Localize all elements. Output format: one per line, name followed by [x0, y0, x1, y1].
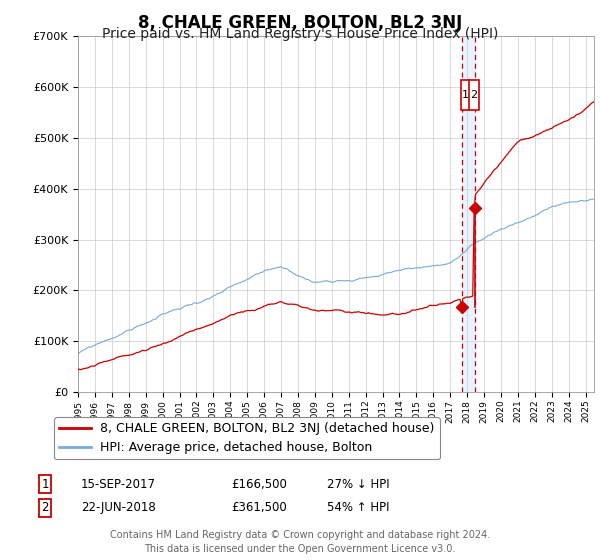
Text: 8, CHALE GREEN, BOLTON, BL2 3NJ: 8, CHALE GREEN, BOLTON, BL2 3NJ: [138, 14, 462, 32]
Text: 2: 2: [470, 90, 478, 100]
Text: 1: 1: [41, 478, 49, 491]
Text: 15-SEP-2017: 15-SEP-2017: [81, 478, 156, 491]
Text: 54% ↑ HPI: 54% ↑ HPI: [327, 501, 389, 515]
Text: 22-JUN-2018: 22-JUN-2018: [81, 501, 156, 515]
Bar: [462, 36, 475, 392]
Text: Price paid vs. HM Land Registry's House Price Index (HPI): Price paid vs. HM Land Registry's House …: [102, 27, 498, 41]
Text: 27% ↓ HPI: 27% ↓ HPI: [327, 478, 389, 491]
Text: 2: 2: [41, 501, 49, 515]
Text: Contains HM Land Registry data © Crown copyright and database right 2024.
This d: Contains HM Land Registry data © Crown c…: [110, 530, 490, 554]
FancyBboxPatch shape: [461, 80, 479, 110]
Legend: 8, CHALE GREEN, BOLTON, BL2 3NJ (detached house), HPI: Average price, detached h: 8, CHALE GREEN, BOLTON, BL2 3NJ (detache…: [54, 417, 440, 459]
Text: £361,500: £361,500: [231, 501, 287, 515]
Text: £166,500: £166,500: [231, 478, 287, 491]
Text: 1: 1: [461, 90, 469, 100]
